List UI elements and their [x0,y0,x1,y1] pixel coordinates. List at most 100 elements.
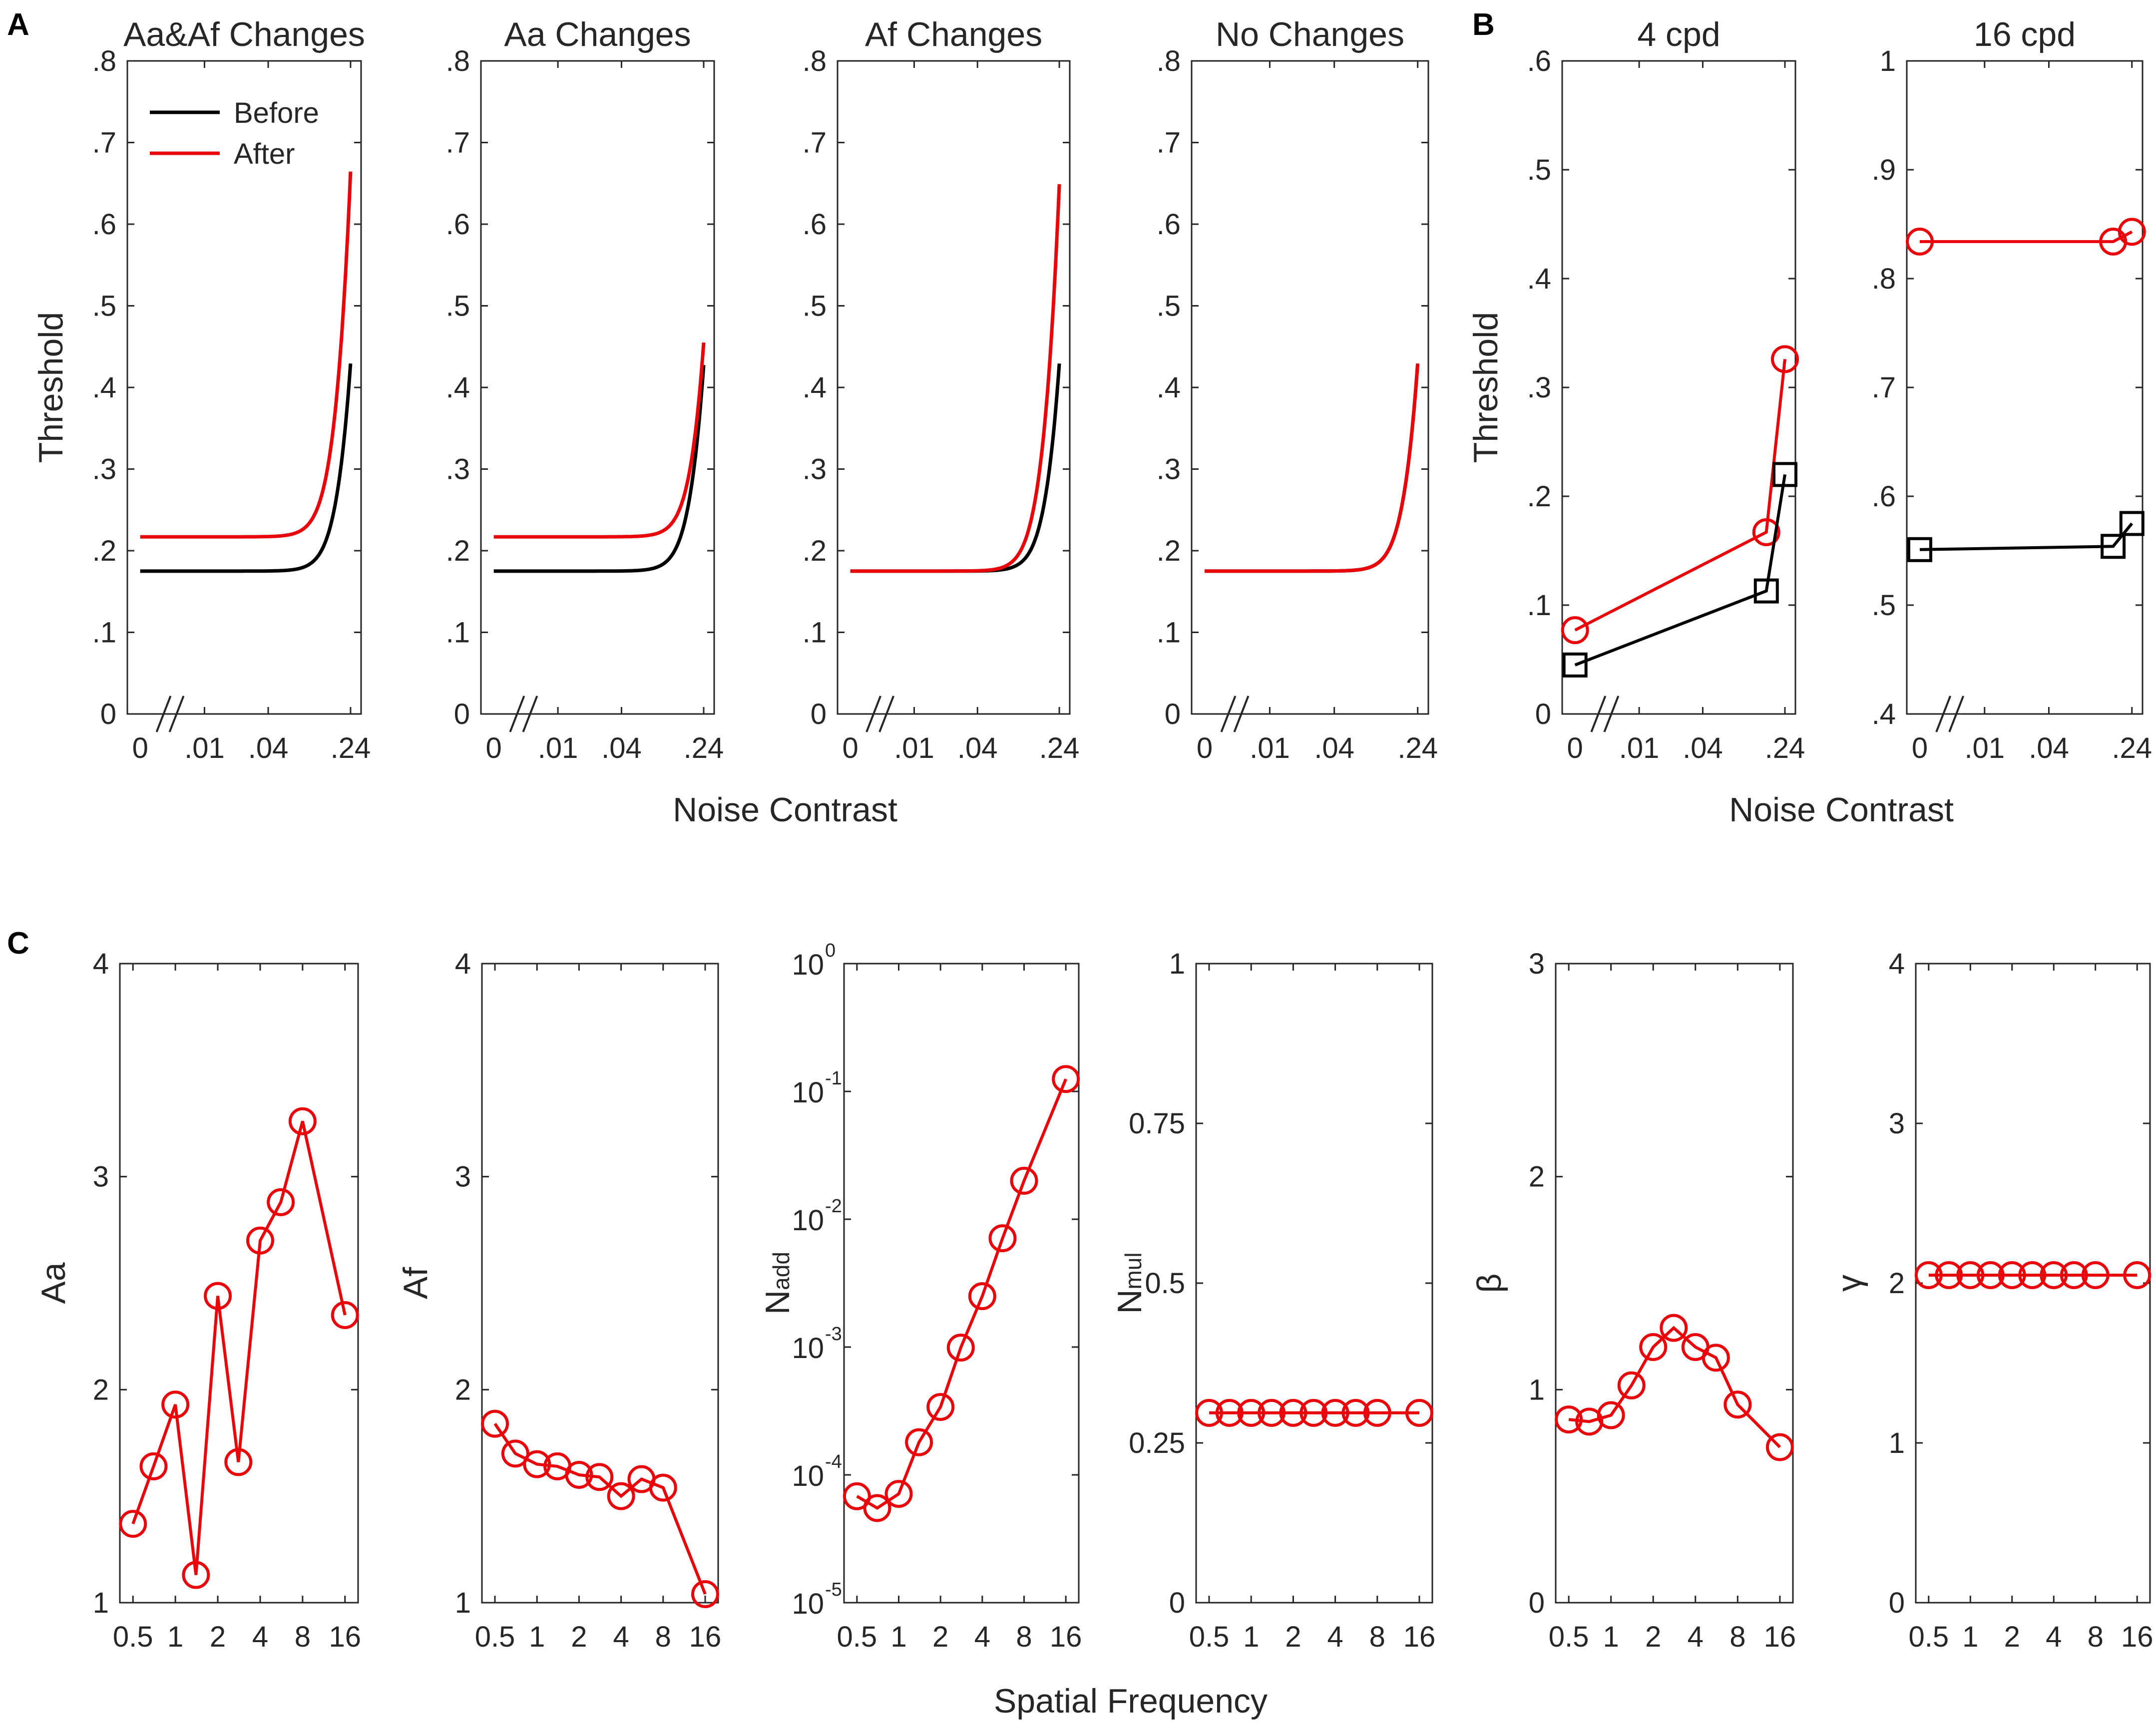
y-tick-label: 0 [1169,1587,1185,1619]
y-tick-label: .1 [1527,589,1551,622]
x-tick-label: 1 [1603,1621,1619,1653]
data-point-circle [2123,1261,2152,1289]
data-point-circle [649,1473,677,1502]
x-tick-label: .24 [684,732,724,764]
data-point-circle [1195,1398,1224,1427]
data-point-circle [182,1561,210,1589]
x-tick-label: 2 [1285,1621,1301,1653]
y-tick-label: .6 [446,208,470,241]
data-point-square [2119,511,2145,536]
x-tick-label: 0 [132,732,148,764]
chart-2: 0 .1 .2 .3 .4 .5 .6 .7 .8 0 .01 .04 .24 Aa Changes [446,15,724,764]
y-tick-label: .3 [446,453,470,486]
chart-title: 16 cpd [1974,15,2076,53]
series-nadd [843,1065,1080,1522]
data-point-circle [1935,1261,1963,1289]
y-tick-label: 2 [455,1374,471,1406]
x-tick-label: 0.5 [113,1621,153,1653]
x-tick-label: 2 [932,1621,948,1653]
x-tick-label: 8 [295,1621,311,1653]
x-tick-label: .24 [2112,732,2152,764]
y-tick-label-base: 10 [792,1204,824,1237]
axis-break-mark [522,695,538,732]
data-point-circle [2040,1261,2068,1289]
series-after [493,342,706,539]
data-point-circle [946,1334,975,1362]
y-tick-label: 1 [1529,1374,1545,1406]
series-before [493,364,706,573]
data-point-circle [607,1482,635,1510]
y-tick-label-exponent: -1 [825,1068,842,1089]
y-tick-label-exponent: -2 [825,1196,842,1217]
y-tick-label: .1 [1157,617,1181,649]
data-point-circle [331,1301,359,1329]
y-tick-label: .3 [1527,371,1551,404]
x-tick-label: 1 [1962,1621,1978,1653]
axis-break-mark [1948,695,1965,732]
y-tick-label: .1 [92,617,116,649]
y-tick-label: 1 [1880,45,1896,77]
chart-5: 0 .1 .2 .3 .4 .5 .6 0 .01 .04 .24 4 cpd Threshold [1467,15,1805,764]
x-tick-label: 2 [210,1621,226,1653]
x-tick-label: 1 [167,1621,183,1653]
x-tick-label: .04 [601,732,642,764]
y-tick-label: .8 [446,45,470,77]
y-axis-label-sub: add [768,1252,794,1290]
x-tick-label: 16 [329,1621,362,1653]
y-tick-label-base: 10 [792,1460,824,1492]
chart-title: Af Changes [865,15,1042,53]
data-point-circle [501,1439,529,1468]
series-line [1574,474,1786,667]
axes-box [119,963,359,1604]
series-curve [493,342,706,539]
x-tick-label: 0 [842,732,858,764]
data-point-square [1753,578,1779,604]
axes-box [1555,963,1794,1604]
x-tick-label: .01 [894,732,934,764]
axis-break-mark [878,695,894,732]
axis-break-mark [1220,695,1237,732]
series-before [1205,363,1420,573]
x-tick-label: 0 [1567,732,1583,764]
panel-letter-a: A [7,7,29,42]
y-axis-label: Nadd [759,1252,797,1315]
axis-break-mark [865,695,881,732]
x-tick-label: 4 [974,1621,990,1653]
y-tick-label: 1 [1889,1427,1905,1459]
y-tick-label: .8 [92,45,116,77]
y-tick-label-base: 10 [792,1076,824,1109]
data-point-circle [1215,1398,1244,1427]
data-point-circle [1639,1333,1668,1361]
y-axis-label: β [1470,1273,1508,1293]
x-tick-label: 4 [1327,1621,1343,1653]
x-tick-label: 0.5 [1549,1621,1589,1653]
y-axis-label: Threshold [1467,312,1505,463]
series-line [131,1120,347,1575]
data-point-circle [224,1448,253,1476]
y-tick-label-exponent: 0 [825,940,836,961]
y-tick-label: .8 [1157,45,1181,77]
x-tick-label: 0 [1912,732,1928,764]
y-tick-label: .6 [1872,480,1896,513]
data-point-circle [1279,1398,1307,1427]
y-axis-label-main: N [759,1290,797,1315]
series-curve [1205,363,1420,573]
legend-label-before: Before [234,97,319,129]
x-tick-label: 4 [2046,1621,2062,1653]
y-tick-label: 4 [1889,948,1905,980]
series-before [1907,511,2145,562]
x-tick-label: 4 [613,1621,629,1653]
data-point-circle [2018,1261,2047,1289]
data-point-circle [1237,1398,1266,1427]
axes-box [481,963,719,1604]
y-tick-label: .4 [92,371,116,404]
axes-box [1906,60,2144,715]
x-tick-label: 1 [1243,1621,1259,1653]
y-tick-label: 0 [1889,1587,1905,1619]
x-tick-label: 1 [529,1621,545,1653]
data-point-circle [1597,1401,1625,1429]
x-tick-label: 2 [571,1621,587,1653]
x-tick-label: 16 [1403,1621,1436,1653]
y-tick-label: 3 [93,1161,109,1193]
